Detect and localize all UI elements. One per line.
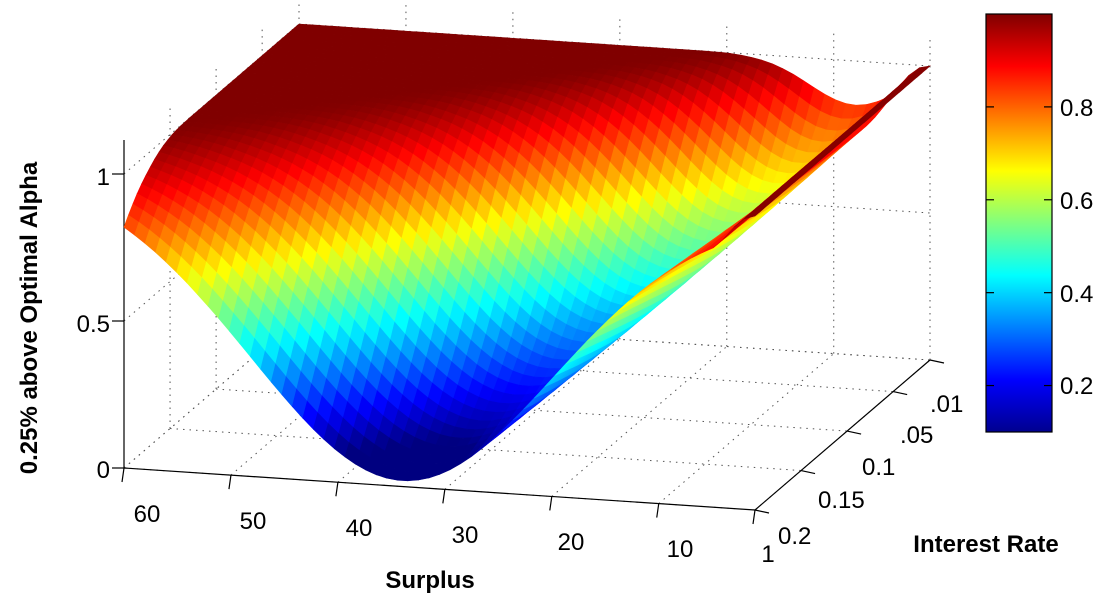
z-tick-labels: 0 0.5 1 (77, 164, 110, 484)
x-tick-mark (121, 467, 125, 483)
axes (123, 140, 931, 511)
x-tick-mark (656, 503, 660, 518)
y-tick-label: 0.15 (818, 487, 865, 514)
y-axis-line (754, 359, 931, 511)
y-tick-mark (893, 390, 908, 396)
colorbar: 0.2 0.4 0.6 0.8 (985, 13, 1093, 433)
y-tick-mark (800, 469, 816, 475)
x-tick-mark (549, 496, 553, 511)
tick-marks (112, 173, 945, 525)
x-tick-mark (752, 509, 756, 525)
z-axis-label: 0.25% above Optimal Alpha (16, 161, 43, 474)
surface-patch (744, 212, 760, 219)
x-tick-mark (228, 475, 232, 490)
y-tick-mark (754, 509, 770, 514)
z-tick-label: 0.5 (77, 311, 110, 338)
x-tick-labels: 60 50 40 30 20 10 1 (134, 501, 775, 568)
x-tick-label: 30 (452, 522, 479, 549)
x-tick-label: 40 (346, 515, 373, 542)
y-tick-label: 0.1 (862, 454, 895, 481)
z-tick-label: 0 (97, 457, 110, 484)
x-tick-label: 10 (667, 536, 694, 563)
x-tick-label: 60 (134, 501, 161, 528)
y-tick-label: 0.2 (778, 523, 811, 550)
x-tick-label: 20 (558, 529, 585, 556)
colorbar-tick-label: 0.2 (1060, 373, 1093, 400)
y-axis-label: Interest Rate (913, 531, 1058, 558)
x-tick-mark (335, 482, 339, 497)
x-tick-mark (442, 489, 446, 504)
colorbar-tick-label: 0.4 (1060, 281, 1093, 308)
x-axis-label: Surplus (385, 567, 474, 594)
colorbar-gradient (985, 13, 1053, 433)
x-tick-label: 50 (240, 508, 267, 535)
colorbar-ticks (986, 106, 1052, 387)
y-tick-label: .01 (930, 391, 963, 418)
y-tick-mark (929, 359, 945, 364)
y-tick-label: .05 (900, 422, 933, 449)
y-tick-labels: .01 .05 0.1 0.15 0.2 (778, 391, 963, 550)
colorbar-tick-label: 0.6 (1060, 188, 1093, 215)
x-axis-line (123, 467, 756, 511)
z-tick-label: 1 (97, 164, 110, 191)
grid-line (170, 428, 802, 472)
colorbar-tick-label: 0.8 (1060, 95, 1093, 122)
y-tick-mark (846, 430, 862, 435)
x-tick-label: 1 (761, 541, 774, 568)
surface (123, 23, 931, 482)
